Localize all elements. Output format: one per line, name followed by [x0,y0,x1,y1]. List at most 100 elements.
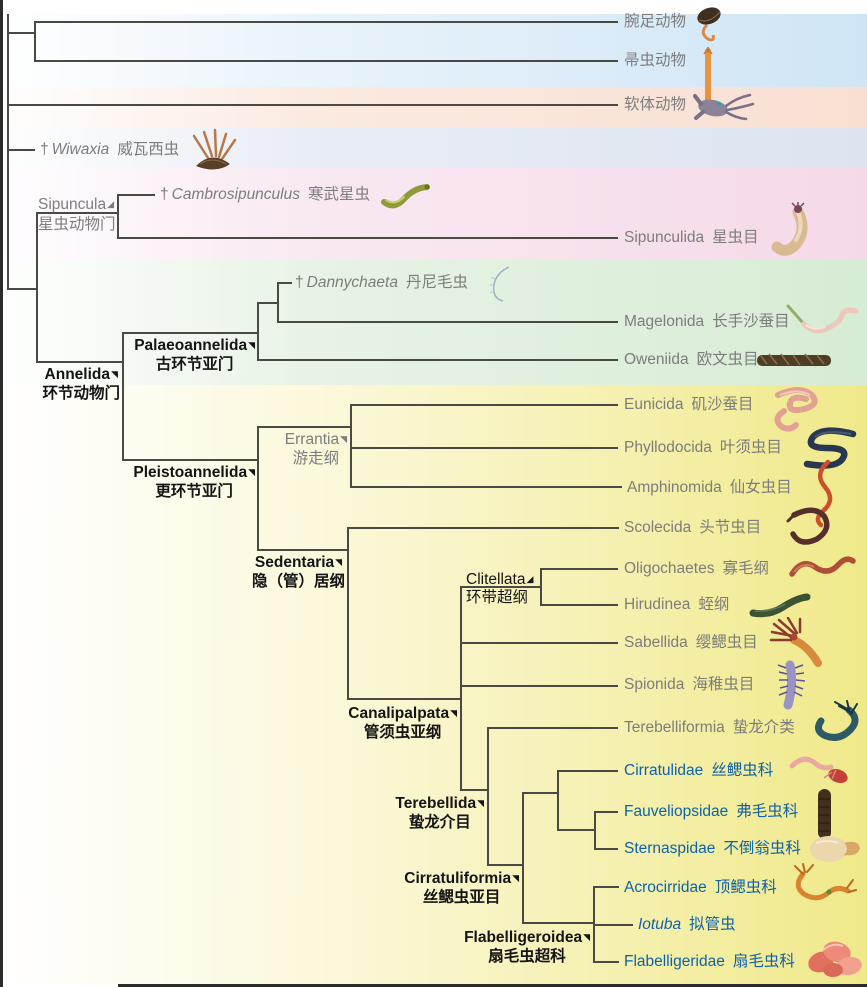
taxon-wiwaxia: † Wiwaxia 威瓦西虫 [40,139,179,161]
tree-branch [460,586,462,791]
clade-clitellata-latin: Clitellata◢ [466,570,533,589]
hirudinea-icon [749,593,811,618]
mollusc-icon [693,93,755,121]
clade-latin-row: Errantia◥ [285,430,347,449]
clade-latin-row: Terebellida◥ [395,794,484,813]
clade-annelida: Annelida◥ 环节动物门 [42,365,120,403]
taxon-chinese: 蛭纲 [698,596,730,613]
tree-branch [257,302,259,361]
tree-branch [460,789,488,791]
clade-terebellida: Terebellida◥ 蛰龙介目 [395,794,484,832]
clade-latin-row: Sedentaria◥ [252,553,345,572]
clade-marker-icon: ◥ [512,873,519,883]
band-brachiopoda-phoronida [0,14,867,87]
taxon-cirratulidae: Cirratulidae 丝鳃虫科 [624,760,773,782]
taxon-chinese: 拟管虫 [689,916,736,933]
clade-latin: Annelida [44,366,110,383]
clade-latin: Clitellata [466,571,526,588]
taxon-chinese: 长手沙蚕目 [712,313,790,330]
clade-latin-row: Flabelligeroidea◥ [464,928,590,947]
magelonid-icon [786,304,859,334]
tree-branch [347,698,461,700]
tree-branch [8,288,38,290]
scolecid-icon [786,507,830,545]
sipunculid-icon [771,202,808,256]
taxon-latin: Sternaspidae [624,840,716,857]
sternaspid-icon [810,836,860,862]
clade-marker-icon: ◥ [248,467,255,477]
eunicid-icon [774,387,818,432]
taxon-chinese: 仙女虫目 [729,479,792,496]
taxon-brachiopoda: 腕足动物 [624,11,686,33]
clade-marker-icon: ◥ [477,798,484,808]
cirratulid-icon [789,756,848,784]
dagger-extinct: † [295,274,304,291]
tree-branch [117,194,119,239]
tree-branch [122,332,258,334]
taxon-latin: Cambrosipunculus [171,186,300,203]
taxon-fauveliopsidae: Fauveliopsidae 弗毛虫科 [624,801,798,823]
tree-branch [350,486,622,488]
tree-branch [277,282,279,323]
tree-branch [7,14,9,290]
tree-branch [522,922,594,924]
taxon-latin: Magelonida [624,313,705,330]
taxon-latin: Cirratulidae [624,762,704,779]
tree-branch [557,829,595,831]
tree-branch [257,302,278,304]
tree-branch [122,332,124,461]
taxon-latin: Sabellida [624,634,688,651]
taxon-chinese: 软体动物 [624,96,687,113]
clade-palaeoannelida: Palaeoannelida◥ 古环节亚门 [134,336,255,374]
taxon-sipunculida: Sipunculida 星虫目 [624,227,759,249]
clade-latin: Sedentaria [254,554,335,571]
tree-branch [593,924,633,926]
tree-branch [257,359,618,361]
taxon-dannychaeta: † Dannychaeta 丹尼毛虫 [295,272,468,294]
tree-branch [540,604,618,606]
taxon-chinese: 海稚虫目 [692,676,755,693]
clade-latin-row: Canalipalpata◥ [348,704,457,723]
taxon-chinese: 蛰龙介类 [732,719,795,736]
tree-branch [257,426,351,428]
clade-errantia: Errantia◥ 游走纲 [285,430,347,468]
clade-sipuncula-chinese: 星虫动物门 [38,216,116,233]
taxon-chinese: 欧文虫目 [696,351,759,368]
clade-pleistoannelida: Pleistoannelida◥ 更环节亚门 [133,463,255,501]
tree-branch [460,642,618,644]
taxon-chinese: 矶沙蚕目 [691,396,754,413]
clade-chinese: 游走纲 [292,450,340,467]
clade-marker-icon: ◢ [526,574,534,584]
clade-flabelligeroidea: Flabelligeroidea◥ 扇毛虫超科 [464,928,590,966]
sabellid-icon [769,617,822,667]
clade-chinese: 扇毛虫超科 [488,948,566,965]
taxon-chinese: 丹尼毛虫 [405,274,468,291]
taxon-eunicida: Eunicida 矶沙蚕目 [624,394,753,416]
tree-branch [594,848,618,850]
dannychaeta-icon [489,266,510,302]
tree-branch [593,886,619,888]
taxon-chinese: 缨鳃虫目 [695,634,758,651]
taxon-oweniida: Oweniida 欧文虫目 [624,349,759,371]
clade-latin-row: Annelida◥ [42,365,120,384]
spionid-icon [777,660,806,710]
flabelligerid-icon [808,941,862,977]
taxon-chinese: 帚虫动物 [624,52,687,69]
brachiopod-icon [697,7,721,42]
taxon-chinese: 不倒翁虫科 [723,840,801,857]
cambrosipunculus-icon [381,184,430,209]
taxon-latin: Wiwaxia [51,141,110,158]
tree-branch [350,404,352,488]
tree-branch [36,212,38,363]
taxon-latin: Dannychaeta [306,274,398,291]
band-wiwaxia [0,128,867,168]
tree-branch [594,811,618,813]
tree-branch [540,568,542,606]
tree-branch [593,886,595,963]
dagger-extinct: † [40,141,49,158]
clade-latin-row: Palaeoannelida◥ [134,336,255,355]
clade-chinese: 更环节亚门 [155,483,233,500]
tree-branch [34,21,618,23]
clade-chinese: 环节动物门 [42,385,120,402]
taxon-chinese: 寡毛纲 [722,560,769,577]
